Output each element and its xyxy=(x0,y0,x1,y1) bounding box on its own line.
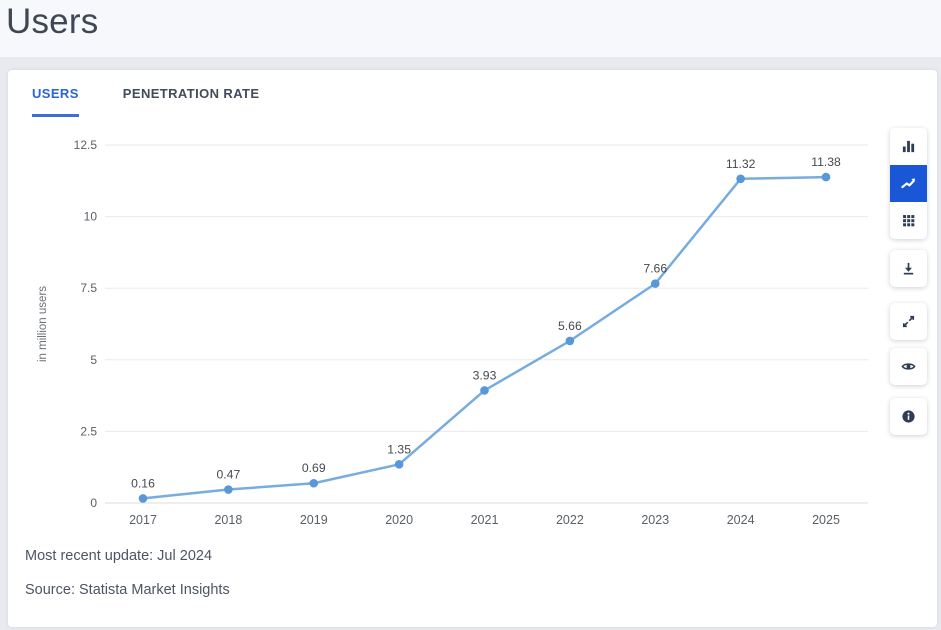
data-point[interactable] xyxy=(650,279,660,288)
eye-icon xyxy=(901,363,916,370)
table-icon xyxy=(903,215,915,227)
x-tick-label: 2017 xyxy=(129,513,157,527)
tab-bar: USERS PENETRATION RATE xyxy=(32,86,259,117)
x-tick-label: 2021 xyxy=(471,513,499,527)
tab-users[interactable]: USERS xyxy=(32,86,79,117)
eye-button[interactable] xyxy=(890,348,927,385)
line-chart-svg: 0 2.5 5 7.5 10 12.5 in million users 2017 2018 20… xyxy=(37,138,868,527)
users-line-chart: 0 2.5 5 7.5 10 12.5 in million users 2017 2018 20… xyxy=(8,125,888,537)
series-line xyxy=(141,175,828,500)
data-point[interactable] xyxy=(224,485,233,494)
line-chart-icon xyxy=(901,178,916,189)
y-tick-label: 0 xyxy=(90,496,97,510)
line-chart-button[interactable] xyxy=(890,165,927,202)
data-point-label: 3.93 xyxy=(473,368,497,382)
table-view-button[interactable] xyxy=(890,202,927,239)
data-point-label: 11.38 xyxy=(811,155,841,169)
x-tick-label: 2025 xyxy=(812,513,840,527)
data-point-label: 5.66 xyxy=(558,319,582,333)
x-tick-label: 2020 xyxy=(385,513,413,527)
data-point-label: 11.32 xyxy=(726,157,756,171)
y-tick-label: 2.5 xyxy=(80,424,97,438)
data-point[interactable] xyxy=(394,460,404,469)
y-tick-label: 5 xyxy=(90,353,97,367)
tab-penetration-rate[interactable]: PENETRATION RATE xyxy=(122,86,260,101)
data-point-label: 0.47 xyxy=(217,468,241,482)
data-point-label: 7.66 xyxy=(643,262,667,276)
data-point-label: 0.69 xyxy=(302,461,326,475)
y-axis-label: in million users xyxy=(37,286,49,362)
data-point[interactable] xyxy=(309,478,319,488)
chart-type-group xyxy=(890,128,927,239)
y-tick-label: 12.5 xyxy=(74,138,98,152)
expand-icon xyxy=(902,315,915,328)
data-point[interactable] xyxy=(138,494,148,503)
info-button[interactable] xyxy=(890,398,927,435)
last-update-text: Most recent update: Jul 2024 xyxy=(25,548,213,564)
x-tick-label: 2022 xyxy=(556,513,584,527)
chart-toolbar xyxy=(890,128,927,435)
download-button[interactable] xyxy=(890,250,927,287)
x-tick-label: 2018 xyxy=(214,513,242,527)
source-text: Source: Statista Market Insights xyxy=(25,582,230,598)
download-icon xyxy=(903,262,914,275)
x-tick-label: 2023 xyxy=(641,513,669,527)
bar-chart-button[interactable] xyxy=(890,128,927,165)
data-point-label: 1.35 xyxy=(387,442,411,456)
data-point[interactable] xyxy=(480,386,489,395)
x-tick-label: 2024 xyxy=(727,513,755,527)
page-title: Users xyxy=(6,2,99,41)
y-tick-label: 10 xyxy=(84,210,98,224)
y-tick-label: 7.5 xyxy=(80,281,97,295)
x-tick-label: 2019 xyxy=(300,513,328,527)
data-point[interactable] xyxy=(821,172,831,182)
bar-chart-icon xyxy=(902,140,915,153)
info-icon xyxy=(902,410,915,423)
data-point-label: 0.16 xyxy=(131,476,155,490)
data-point[interactable] xyxy=(736,174,745,184)
expand-button[interactable] xyxy=(890,303,927,340)
data-point[interactable] xyxy=(565,336,575,346)
chart-card: USERS PENETRATION RATE 0 2.5 5 7.5 10 12.5 in m… xyxy=(8,70,937,627)
